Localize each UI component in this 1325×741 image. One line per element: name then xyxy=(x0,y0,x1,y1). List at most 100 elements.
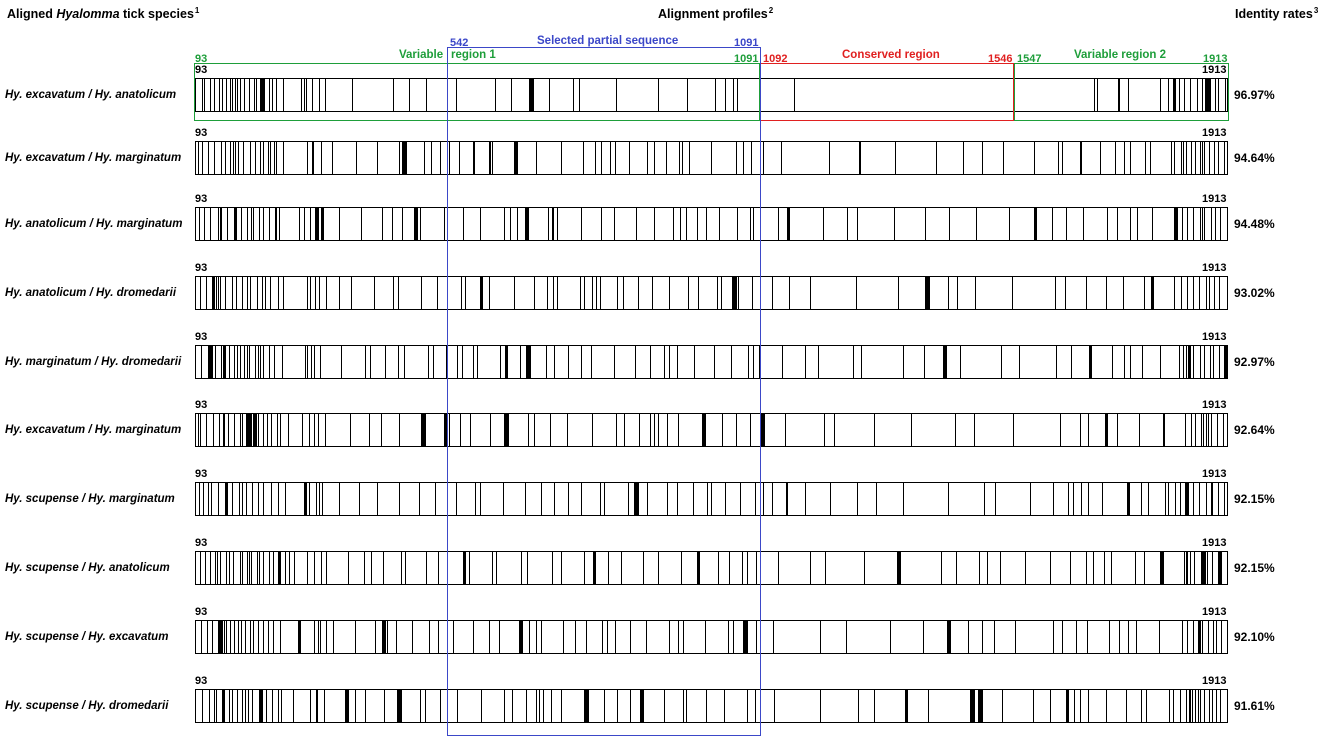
variant-tick xyxy=(1184,414,1186,446)
variant-tick xyxy=(214,79,216,111)
variant-tick xyxy=(561,690,563,722)
variant-tick xyxy=(247,552,249,584)
variant-tick xyxy=(198,414,199,446)
variant-tick xyxy=(265,690,267,722)
variant-tick xyxy=(324,79,326,111)
species-pair-label: Hy. scupense / Hy. dromedarii xyxy=(5,700,169,712)
variant-tick xyxy=(241,277,243,309)
variant-tick xyxy=(1172,79,1176,111)
variant-tick xyxy=(246,346,248,378)
variant-tick xyxy=(1115,142,1117,174)
variant-tick xyxy=(244,690,246,722)
variant-tick xyxy=(520,552,522,584)
variant-tick xyxy=(313,142,315,174)
variant-tick xyxy=(847,208,849,240)
variant-tick xyxy=(1209,346,1211,378)
row-end-position: 1913 xyxy=(1202,606,1227,618)
row-end-position: 1913 xyxy=(1202,64,1227,76)
variant-tick xyxy=(595,277,597,309)
variant-tick xyxy=(1202,414,1204,446)
variant-tick xyxy=(681,552,683,584)
variant-tick xyxy=(246,414,251,446)
variant-tick xyxy=(369,346,371,378)
variant-tick xyxy=(1199,277,1200,309)
variant-tick xyxy=(852,346,854,378)
variant-tick xyxy=(360,208,362,240)
variant-tick xyxy=(732,277,737,309)
variant-tick xyxy=(219,208,221,240)
variant-tick xyxy=(1136,621,1138,653)
variant-tick xyxy=(1088,483,1089,515)
row-end-position: 1913 xyxy=(1202,468,1227,480)
variant-tick xyxy=(301,414,303,446)
variant-tick xyxy=(1032,690,1034,722)
row-start-position: 93 xyxy=(195,262,208,274)
variant-tick xyxy=(864,552,866,584)
variant-tick xyxy=(1187,346,1191,378)
variant-tick xyxy=(974,277,976,309)
variant-tick xyxy=(241,621,243,653)
variant-tick xyxy=(325,552,327,584)
variant-tick xyxy=(276,142,278,174)
variant-tick xyxy=(279,414,281,446)
variant-tick xyxy=(232,142,234,174)
variant-tick xyxy=(653,142,655,174)
variant-tick xyxy=(1202,142,1204,174)
variant-tick xyxy=(307,142,308,174)
variant-tick xyxy=(581,208,583,240)
variant-tick xyxy=(271,414,273,446)
variant-tick xyxy=(696,552,700,584)
variant-tick xyxy=(993,621,995,653)
variant-tick xyxy=(730,346,732,378)
variant-tick xyxy=(657,79,659,111)
variant-tick xyxy=(250,552,252,584)
variant-tick xyxy=(234,414,235,446)
identity-rate: 91.61% xyxy=(1234,699,1275,713)
variant-tick xyxy=(228,414,229,446)
variant-tick xyxy=(232,79,234,111)
variant-tick xyxy=(215,277,217,309)
row-start-position: 93 xyxy=(195,193,208,205)
variant-tick xyxy=(1141,483,1143,515)
variant-tick xyxy=(600,483,602,515)
variant-tick xyxy=(653,208,655,240)
variant-tick xyxy=(556,208,558,240)
variant-tick xyxy=(277,552,281,584)
variant-tick xyxy=(1212,621,1214,653)
species-header-prefix: Aligned xyxy=(7,7,57,22)
variant-tick xyxy=(320,208,324,240)
variant-tick xyxy=(1116,414,1118,446)
variant-tick xyxy=(600,277,602,309)
variant-tick xyxy=(1184,79,1186,111)
variant-tick xyxy=(1209,142,1211,174)
variant-tick xyxy=(583,552,585,584)
variant-tick xyxy=(1182,208,1184,240)
variant-tick xyxy=(304,483,308,515)
variant-tick xyxy=(220,142,222,174)
variant-tick xyxy=(401,552,403,584)
variant-tick xyxy=(1147,483,1149,515)
variant-tick xyxy=(956,277,958,309)
variant-tick xyxy=(314,414,316,446)
variant-tick xyxy=(645,621,647,653)
variant-tick xyxy=(946,621,951,653)
variant-tick xyxy=(301,79,303,111)
variant-tick xyxy=(364,690,366,722)
row-start-position: 93 xyxy=(195,331,208,343)
variant-tick xyxy=(1213,346,1215,378)
variant-tick xyxy=(481,690,483,722)
variant-tick xyxy=(1195,414,1197,446)
variant-tick xyxy=(548,79,550,111)
variant-tick xyxy=(1145,142,1147,174)
variant-tick xyxy=(1180,483,1182,515)
species-pair-label: Hy. scupense / Hy. anatolicum xyxy=(5,562,170,574)
variant-tick xyxy=(673,208,675,240)
variant-tick xyxy=(224,621,226,653)
variable-region-1-end: 1091 xyxy=(734,53,759,65)
variant-tick xyxy=(1142,346,1143,378)
variant-tick xyxy=(701,414,707,446)
variant-tick xyxy=(1182,142,1184,174)
variant-tick xyxy=(431,142,432,174)
variant-tick xyxy=(377,483,378,515)
variant-tick xyxy=(1197,690,1199,722)
